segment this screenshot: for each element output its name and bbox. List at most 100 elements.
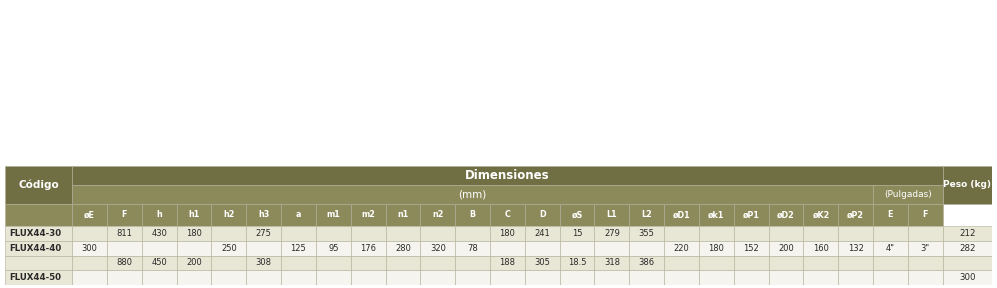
Bar: [351, 270, 386, 285]
Text: m1: m1: [326, 211, 340, 219]
Text: 212: 212: [959, 229, 976, 238]
Bar: [908, 204, 942, 226]
Bar: [421, 241, 456, 255]
Bar: [908, 241, 942, 255]
Bar: [351, 255, 386, 270]
Text: øS: øS: [571, 211, 582, 219]
Bar: [838, 226, 873, 241]
Bar: [456, 204, 490, 226]
Text: F: F: [922, 211, 928, 219]
Bar: [281, 226, 316, 241]
Bar: [107, 241, 142, 255]
Bar: [629, 226, 664, 241]
Bar: [804, 226, 838, 241]
Bar: [664, 226, 699, 241]
Text: 282: 282: [959, 244, 976, 253]
Bar: [386, 270, 421, 285]
Bar: [386, 204, 421, 226]
Bar: [246, 204, 281, 226]
Bar: [5, 204, 72, 226]
Bar: [490, 226, 524, 241]
Bar: [524, 241, 559, 255]
Bar: [281, 270, 316, 285]
Bar: [142, 255, 176, 270]
Bar: [211, 226, 246, 241]
Bar: [942, 226, 992, 241]
Bar: [594, 226, 629, 241]
Text: øD2: øD2: [777, 211, 795, 219]
Bar: [734, 270, 769, 285]
Bar: [908, 226, 942, 241]
Bar: [176, 270, 211, 285]
Bar: [524, 255, 559, 270]
Text: 78: 78: [468, 244, 478, 253]
Text: 3": 3": [920, 244, 930, 253]
Bar: [490, 255, 524, 270]
Text: m2: m2: [361, 211, 375, 219]
Bar: [594, 270, 629, 285]
Bar: [699, 241, 734, 255]
Bar: [942, 270, 992, 285]
Bar: [873, 270, 908, 285]
Text: FLUX44-40: FLUX44-40: [9, 244, 61, 253]
Bar: [699, 226, 734, 241]
Bar: [594, 241, 629, 255]
Bar: [456, 270, 490, 285]
Bar: [386, 241, 421, 255]
Bar: [72, 255, 107, 270]
Bar: [316, 226, 351, 241]
Bar: [908, 270, 942, 285]
Text: (mm): (mm): [459, 190, 487, 200]
Bar: [456, 241, 490, 255]
Text: 176: 176: [360, 244, 376, 253]
Bar: [699, 255, 734, 270]
Bar: [664, 255, 699, 270]
Bar: [873, 185, 942, 204]
Text: B: B: [470, 211, 476, 219]
Text: 160: 160: [813, 244, 829, 253]
Text: FLUX44-30: FLUX44-30: [9, 229, 61, 238]
Bar: [734, 255, 769, 270]
Bar: [838, 255, 873, 270]
Text: E: E: [887, 211, 893, 219]
Text: h: h: [157, 211, 163, 219]
Bar: [664, 241, 699, 255]
Text: 4": 4": [886, 244, 895, 253]
Bar: [908, 255, 942, 270]
Text: 450: 450: [152, 258, 167, 268]
Text: 152: 152: [744, 244, 759, 253]
Bar: [942, 166, 992, 204]
Text: 220: 220: [674, 244, 689, 253]
Text: 95: 95: [328, 244, 339, 253]
Bar: [142, 226, 176, 241]
Bar: [559, 204, 594, 226]
Bar: [769, 241, 804, 255]
Text: h1: h1: [188, 211, 199, 219]
Bar: [72, 166, 942, 185]
Bar: [524, 204, 559, 226]
Text: 355: 355: [639, 229, 655, 238]
Bar: [942, 255, 992, 270]
Text: 200: 200: [186, 258, 201, 268]
Text: 132: 132: [847, 244, 863, 253]
Bar: [351, 241, 386, 255]
Text: øP1: øP1: [743, 211, 760, 219]
Text: øE: øE: [84, 211, 95, 219]
Bar: [316, 270, 351, 285]
Bar: [490, 270, 524, 285]
Bar: [490, 241, 524, 255]
Text: 880: 880: [117, 258, 133, 268]
Text: 200: 200: [778, 244, 794, 253]
Bar: [421, 270, 456, 285]
Bar: [142, 241, 176, 255]
Bar: [246, 226, 281, 241]
Bar: [386, 255, 421, 270]
Text: øK2: øK2: [813, 211, 830, 219]
Text: Código: Código: [18, 179, 59, 190]
Bar: [176, 226, 211, 241]
Text: 318: 318: [604, 258, 620, 268]
Bar: [421, 226, 456, 241]
Bar: [421, 255, 456, 270]
Bar: [804, 270, 838, 285]
Bar: [594, 255, 629, 270]
